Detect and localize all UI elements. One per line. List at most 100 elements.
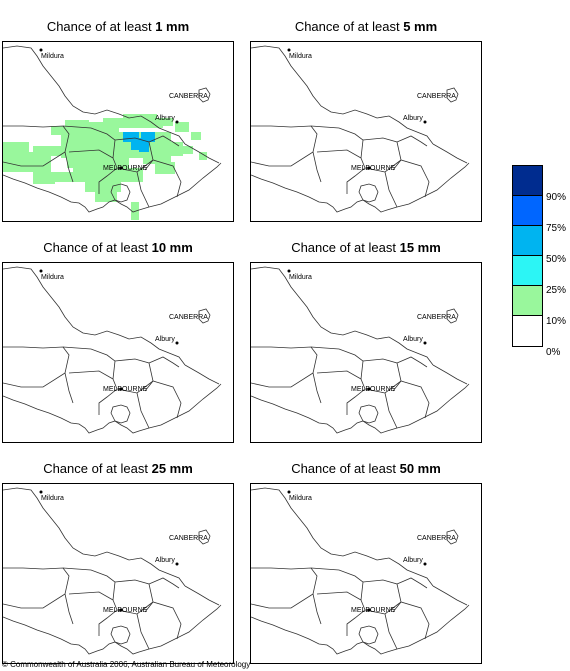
shaded-cell-10pct (183, 146, 193, 154)
boundary-line (251, 162, 470, 213)
shaded-cell-10pct (55, 172, 73, 182)
boundary-line (316, 149, 362, 159)
panel-title: Chance of at least 10 mm (43, 240, 193, 255)
boundary-line (3, 45, 186, 145)
town-marker (367, 608, 371, 612)
boundary-line (358, 183, 379, 203)
boundary-line (136, 392, 150, 429)
legend-label: 0% (546, 347, 561, 358)
shaded-cell-10pct (65, 120, 89, 129)
boundary-line (184, 364, 220, 385)
boundary-line (136, 613, 150, 650)
boundary-line (3, 162, 222, 213)
boundary-line (316, 591, 362, 601)
boundary-line (116, 380, 182, 419)
legend-swatch (513, 256, 542, 286)
boundary-line (110, 404, 131, 424)
panel-title: Chance of at least 15 mm (291, 240, 441, 255)
town-marker (39, 48, 43, 52)
boundary-line (148, 356, 180, 368)
boundary-line (384, 613, 398, 650)
boundary-line (251, 372, 314, 388)
place-label-melbourne: MELBOURNE (351, 386, 396, 393)
boundary-line (384, 171, 398, 208)
boundary-line (3, 372, 66, 388)
boundary-line (110, 625, 131, 645)
map-canvas: Mildura CANBERRA Albury MELBOURNE (3, 45, 222, 220)
boundary-line (198, 308, 211, 324)
place-label-albury: Albury (403, 115, 423, 122)
boundary-line (148, 135, 180, 147)
boundary-line (3, 266, 186, 366)
boundary-line (62, 346, 118, 415)
legend-swatch (513, 316, 542, 346)
place-label-canberra: CANBERRA (417, 314, 456, 321)
shaded-cell-10pct (33, 146, 67, 156)
boundary-line (310, 567, 366, 636)
boundary-line (251, 125, 322, 183)
town-marker (287, 490, 291, 494)
boundary-line (68, 370, 114, 380)
boundary-line (251, 593, 314, 609)
place-label-albury: Albury (403, 336, 423, 343)
town-marker (287, 48, 291, 52)
boundary-line (3, 604, 222, 655)
rainfall-map: Mildura CANBERRA Albury MELBOURNE (2, 262, 234, 443)
place-label-mildura: Mildura (289, 495, 312, 502)
place-label-albury: Albury (155, 336, 175, 343)
rainfall-map: Mildura CANBERRA Albury MELBOURNE (2, 483, 234, 664)
boundary-line (358, 404, 379, 424)
boundary-line (364, 159, 430, 198)
place-label-canberra: CANBERRA (169, 535, 208, 542)
legend-label: 90% (546, 192, 567, 203)
town-marker (175, 120, 179, 124)
shaded-cell-10pct (51, 126, 109, 135)
boundary-line (110, 183, 131, 203)
town-marker (119, 166, 123, 170)
town-marker (39, 269, 43, 273)
place-label-albury: Albury (155, 115, 175, 122)
map-canvas: Mildura CANBERRA Albury MELBOURNE (3, 487, 222, 655)
legend-swatch (513, 286, 542, 316)
boundary-line (358, 625, 379, 645)
boundary-line (116, 601, 182, 640)
legend-label: 25% (546, 285, 567, 296)
boundary-line (3, 593, 66, 609)
boundary-line (3, 487, 186, 587)
boundary-line (396, 356, 428, 368)
boundary-line (184, 143, 220, 164)
panel-title: Chance of at least 1 mm (46, 19, 190, 34)
town-marker (39, 490, 43, 494)
place-label-canberra: CANBERRA (169, 93, 208, 100)
shaded-cell-10pct (3, 152, 51, 172)
boundary-line (116, 159, 182, 198)
boundary-line (432, 364, 468, 385)
shaded-cell-10pct (123, 114, 157, 122)
copyright-notice: © Commonwealth of Australia 2006, Austra… (2, 660, 251, 669)
boundary-line (3, 567, 74, 625)
boundary-line (316, 370, 362, 380)
town-marker (119, 608, 123, 612)
map-canvas: Mildura CANBERRA Albury MELBOURNE (251, 45, 470, 213)
legend-label: 50% (546, 254, 567, 265)
boundary-line (251, 45, 434, 145)
boundary-line (184, 585, 220, 606)
legend-label: 75% (546, 223, 567, 234)
town-marker (423, 341, 427, 345)
boundary-line (310, 346, 366, 415)
panel-title: Chance of at least 50 mm (291, 461, 441, 476)
place-label-canberra: CANBERRA (417, 535, 456, 542)
place-label-melbourne: MELBOURNE (103, 386, 148, 393)
boundary-line (251, 266, 434, 366)
boundary-line (446, 308, 459, 324)
shaded-cell-10pct (3, 142, 29, 152)
place-label-mildura: Mildura (41, 274, 64, 281)
boundary-line (384, 392, 398, 429)
place-label-canberra: CANBERRA (169, 314, 208, 321)
legend-swatch (513, 166, 542, 196)
place-label-melbourne: MELBOURNE (351, 607, 396, 614)
boundary-line (251, 487, 434, 587)
place-label-canberra: CANBERRA (417, 93, 456, 100)
boundary-line (251, 604, 470, 655)
shaded-cell-10pct (103, 118, 163, 128)
